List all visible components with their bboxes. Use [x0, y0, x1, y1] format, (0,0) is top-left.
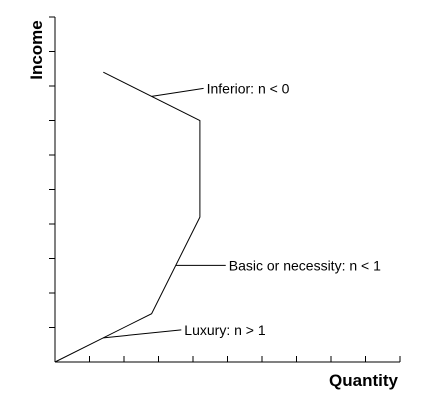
axis-ticks — [49, 16, 401, 362]
y-axis-title: Income — [27, 20, 46, 80]
engel-curve — [54, 71, 201, 363]
annotation-label: Basic or necessity: n < 1 — [229, 257, 381, 273]
x-axis-title: Quantity — [329, 371, 398, 390]
annotation-leader-line — [103, 329, 182, 339]
annotation-label: Luxury: n > 1 — [184, 322, 266, 338]
annotation-leader-line — [151, 87, 204, 97]
annotation-label: Inferior: n < 0 — [207, 80, 290, 96]
annotations: Inferior: n < 0 Basic or necessity: n < 1… — [103, 80, 381, 339]
